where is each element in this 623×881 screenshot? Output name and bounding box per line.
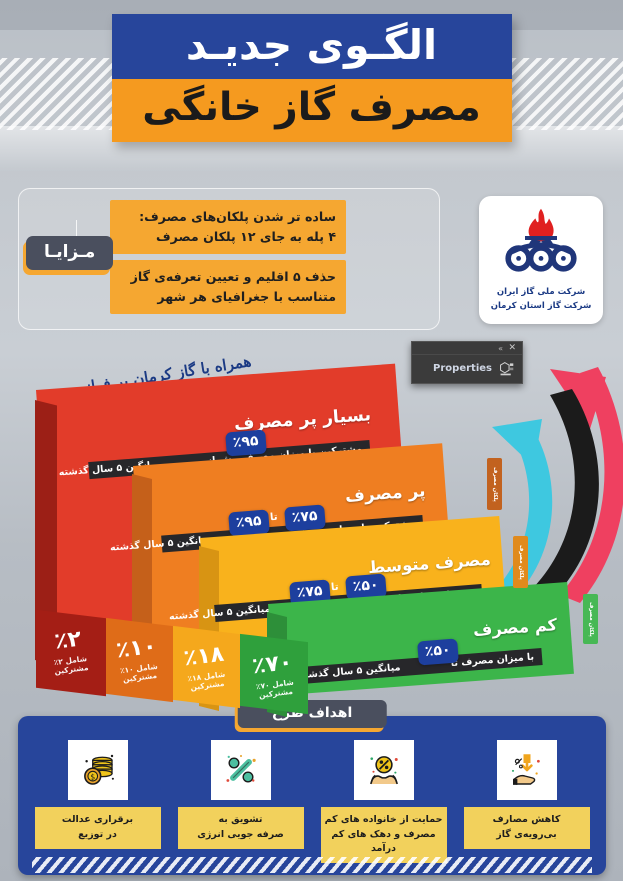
properties-panel[interactable]: » ✕ Properties (411, 341, 523, 384)
advantage-2-line-2: متناسب با جغرافیای هر شهر (157, 288, 336, 304)
goal-icon-4: $ (67, 740, 128, 801)
poster-title: الگـوی جدیـد مصرف گاز خانگی (111, 14, 512, 142)
goal-2-line-2: مصرف و دهک های کم درآمد (331, 828, 436, 854)
advantage-item-1: ساده تر شدن پلکان‌های مصرف: ۴ پله به جای… (110, 200, 346, 255)
goal-3-line-1: تشویق به (218, 814, 263, 826)
side-tab-low: پلکان مصرف (583, 594, 598, 644)
close-icon[interactable]: ✕ (508, 343, 516, 353)
properties-cube-icon (500, 361, 514, 376)
share-sub-high: شامل ۱۰٪ مشترکین (119, 661, 159, 684)
advantages-section: شرکت ملی گاز ایران شرکت گاز استان کرمان … (18, 188, 611, 336)
collapse-chevrons-icon[interactable]: » (498, 344, 503, 353)
arrow-graphics (492, 367, 623, 603)
share-stat-medium: ٪۱۸ شامل ۱۸٪ مشترکین (170, 642, 242, 706)
properties-titlebar[interactable]: » ✕ (412, 342, 522, 355)
tier-very-high-threshold-badge: ٪۹۵ (225, 429, 267, 457)
goal-4-line-2: در توزیع (78, 828, 117, 840)
properties-title: Properties (433, 363, 492, 374)
goal-icon-2 (353, 740, 414, 801)
goal-1-line-1: کاهش مصارف (492, 814, 561, 826)
advantage-item-2: حذف ۵ اقلیم و تعیین تعرفه‌ی گاز متناسب ب… (110, 260, 346, 315)
hands-holding-percent-icon (369, 756, 398, 785)
goals-box: کاهش مصارف بی‌رویه‌ی گاز (18, 716, 606, 875)
tier-high-threshold-upper: ٪۷۵ (284, 504, 326, 532)
goal-caption-1: کاهش مصارف بی‌رویه‌ی گاز (463, 807, 590, 849)
tier-low-threshold-badge: ٪۵۰ (417, 638, 459, 666)
nigc-flame-logo-icon (505, 208, 577, 272)
title-line-2: مصرف گاز خانگی (111, 79, 512, 142)
advantages-list: ساده تر شدن پلکان‌های مصرف: ۴ پله به جای… (110, 200, 346, 320)
goals-section: اهداف طرح (18, 700, 606, 875)
share-stat-very-high: ٪۲ شامل ۲٪ مشترکین (34, 626, 108, 706)
goal-icon-1 (496, 740, 557, 801)
goal-caption-4: برقراری عدالت در توزیع (34, 807, 161, 849)
goal-item-1: کاهش مصارف بی‌رویه‌ی گاز (462, 740, 592, 863)
org-name-line-1: شرکت ملی گاز ایران (496, 287, 586, 297)
goal-3-line-2: صرفه جویی انرژی (197, 828, 284, 840)
hand-down-arrow-percent-icon (511, 754, 540, 786)
properties-body: Properties (412, 355, 522, 382)
pink-arrow (560, 367, 623, 603)
org-name-line-2: شرکت گاز استان کرمان (490, 301, 592, 312)
goal-item-4: $ برقراری عدالت در توزیع (33, 740, 163, 863)
advantages-badge: مـزایـا (26, 236, 114, 270)
percent-sign-icon (225, 755, 256, 783)
share-stat-high: ٪۱۰ شامل ۱۰٪ مشترکین (102, 634, 175, 706)
advantages-badge-stem (76, 220, 77, 238)
goal-item-3: تشویق به صرفه جویی انرژی (176, 740, 306, 863)
tier-low-desc-right: با میزان مصرف تا (450, 651, 535, 670)
goal-caption-3: تشویق به صرفه جویی انرژی (177, 807, 304, 849)
goal-2-line-1: حمایت از خانواده های کم (324, 814, 443, 826)
share-sub-low: شامل ۷۰٪ مشترکین (255, 677, 295, 700)
advantage-1-line-1: ساده تر شدن پلکان‌های مصرف: (139, 209, 336, 224)
goal-4-line-1: برقراری عدالت (61, 814, 134, 826)
side-tab-medium: پلکان مصرف (513, 536, 528, 588)
side-tab-high: پلکان مصرف (487, 458, 502, 510)
goals-diagonal-stripes (32, 857, 592, 873)
cyan-arrow (492, 427, 553, 599)
tier-low: کم مصرف با میزان مصرف تا میانگین ۵ سال گ… (267, 582, 574, 717)
share-sub-very-high: شامل ۲٪ مشترکین (53, 654, 89, 677)
goal-1-line-2: بی‌رویه‌ی گاز (496, 828, 557, 840)
goal-item-2: حمایت از خانواده های کم مصرف و دهک های ک… (319, 740, 449, 863)
share-sub-medium: شامل ۱۸٪ مشترکین (186, 669, 226, 692)
svg-text:$: $ (90, 773, 95, 782)
goal-icon-3 (210, 740, 271, 801)
coin-stack-icon: $ (83, 755, 114, 786)
advantage-2-line-1: حذف ۵ اقلیم و تعیین تعرفه‌ی گاز (130, 269, 336, 285)
tier-high-between-word: تا (269, 511, 278, 524)
tier-medium-between-word: تا (330, 581, 339, 594)
organization-logo-card: شرکت ملی گاز ایران شرکت گاز استان کرمان (479, 196, 603, 324)
advantage-1-line-2: ۴ پله به جای ۱۲ پلکان مصرف (156, 228, 336, 244)
consumption-tiers-chart: بسیار پر مصرف مشترکین با میزان مصرف بیش … (0, 363, 623, 717)
black-ribbon (534, 389, 599, 595)
goal-caption-2: حمایت از خانواده های کم مصرف و دهک های ک… (320, 807, 447, 863)
share-stat-low: ٪۷۰ شامل ۷۰٪ مشترکین (238, 650, 309, 706)
title-line-1: الگـوی جدیـد (111, 14, 512, 80)
